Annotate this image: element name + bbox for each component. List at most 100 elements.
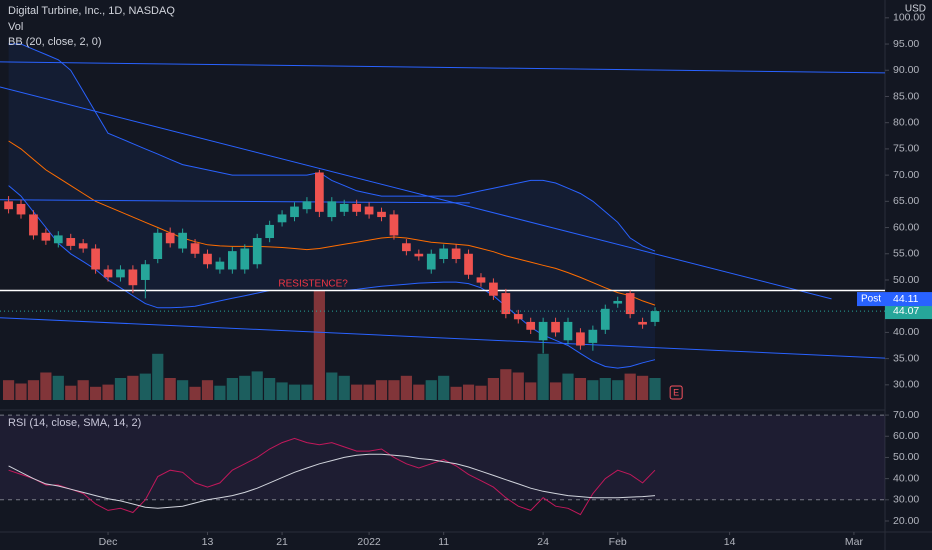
x-tick-label: Feb	[609, 536, 627, 548]
rsi-y-tick-label: 50.00	[893, 451, 919, 463]
y-tick-label: 60.00	[893, 221, 919, 233]
volume-bar	[636, 375, 649, 400]
volume-bar	[313, 290, 325, 400]
candle-body	[252, 238, 262, 265]
candle-body	[625, 293, 635, 315]
volume-bar	[288, 384, 301, 400]
volume-bar	[574, 378, 587, 400]
candle-body	[215, 261, 225, 270]
volume-bar	[201, 380, 214, 400]
volume-bar	[587, 380, 599, 400]
candle-body	[426, 253, 436, 270]
candle-body	[402, 243, 411, 252]
y-tick-label: 50.00	[893, 274, 919, 286]
y-tick-label: 100.00	[893, 12, 925, 24]
last-price-tag	[885, 303, 932, 320]
post-tag	[857, 292, 932, 307]
candle-body	[140, 264, 150, 280]
candle-body	[600, 308, 610, 330]
candle-body	[339, 203, 349, 212]
volume-bar	[152, 353, 164, 400]
candle-body	[91, 248, 100, 270]
volume-bar	[351, 384, 363, 400]
x-tick-label: Mar	[845, 536, 864, 548]
volume-bar	[363, 384, 375, 400]
volume-bar	[2, 380, 15, 400]
volume-bar	[27, 380, 40, 400]
rsi-band-fill	[0, 415, 885, 500]
volume-bar	[214, 385, 226, 400]
volume-bar	[400, 375, 412, 400]
volume-bar	[301, 384, 313, 400]
volume-bar	[338, 375, 350, 400]
rsi-line	[8, 453, 656, 509]
y-tick-label: 40.00	[893, 326, 919, 338]
volume-bar	[475, 385, 487, 400]
volume-bar	[102, 384, 114, 400]
candle-body	[103, 269, 113, 278]
rsi-y-tick-label: 20.00	[893, 515, 919, 527]
bb-upper	[8, 43, 656, 252]
rsi-y-tick-label: 30.00	[893, 494, 919, 506]
candle-body	[203, 253, 212, 265]
candle-body	[190, 243, 200, 254]
post-value: 44.11	[893, 293, 919, 305]
candle-body	[377, 211, 386, 218]
rsi-line	[8, 437, 656, 516]
candle-body	[153, 232, 163, 260]
candle-body	[315, 172, 324, 212]
candle-body	[265, 224, 274, 239]
candle-body	[513, 314, 523, 320]
candle-body	[464, 253, 473, 275]
volume-bar	[388, 380, 400, 400]
volume-bar	[77, 380, 89, 400]
volume-bar	[65, 385, 77, 400]
trend-line	[0, 199, 470, 204]
candle-body	[551, 321, 560, 333]
candle-body	[538, 321, 548, 341]
volume-bar	[164, 378, 176, 400]
volume-bar	[239, 375, 251, 400]
volume-bar	[177, 380, 189, 400]
y-tick-label: 95.00	[893, 38, 919, 50]
legend-vol: Vol	[8, 21, 23, 33]
volume-bar	[251, 371, 263, 400]
volume-bar	[512, 372, 524, 400]
volume-bar	[90, 386, 102, 400]
candle-body	[327, 201, 337, 218]
candle-body	[526, 321, 536, 330]
candle-body	[165, 232, 175, 244]
currency: USD	[905, 4, 926, 15]
candle-body	[178, 232, 187, 249]
volume-bar	[226, 378, 238, 400]
rsi-y-tick-label: 60.00	[893, 430, 919, 442]
x-tick-label: 13	[202, 536, 214, 548]
candle-body	[4, 201, 13, 210]
volume-bar	[537, 353, 549, 400]
candle-body	[476, 277, 486, 283]
x-tick-label: 14	[724, 536, 736, 548]
x-tick-label: 21	[276, 536, 288, 548]
candle-body	[563, 321, 573, 341]
x-tick-label: 11	[438, 536, 449, 548]
y-tick-label: 65.00	[893, 195, 919, 207]
y-tick-label: 85.00	[893, 90, 919, 102]
volume-bar	[425, 380, 437, 400]
volume-bar	[487, 378, 500, 400]
volume-bar	[450, 386, 462, 400]
volume-bar	[264, 378, 276, 400]
rsi-y-tick-label: 40.00	[893, 472, 919, 484]
y-tick-label: 70.00	[893, 169, 919, 181]
earnings-box	[669, 385, 683, 400]
earnings-label: E	[673, 387, 679, 397]
x-tick-label: 24	[537, 536, 549, 548]
legend-bb: BB (20, close, 2, 0)	[8, 36, 102, 48]
volume-bar	[15, 383, 27, 400]
x-tick-label: Dec	[99, 536, 118, 548]
candle-body	[277, 214, 287, 223]
volume-bar	[52, 375, 64, 400]
volume-bar	[189, 386, 201, 400]
